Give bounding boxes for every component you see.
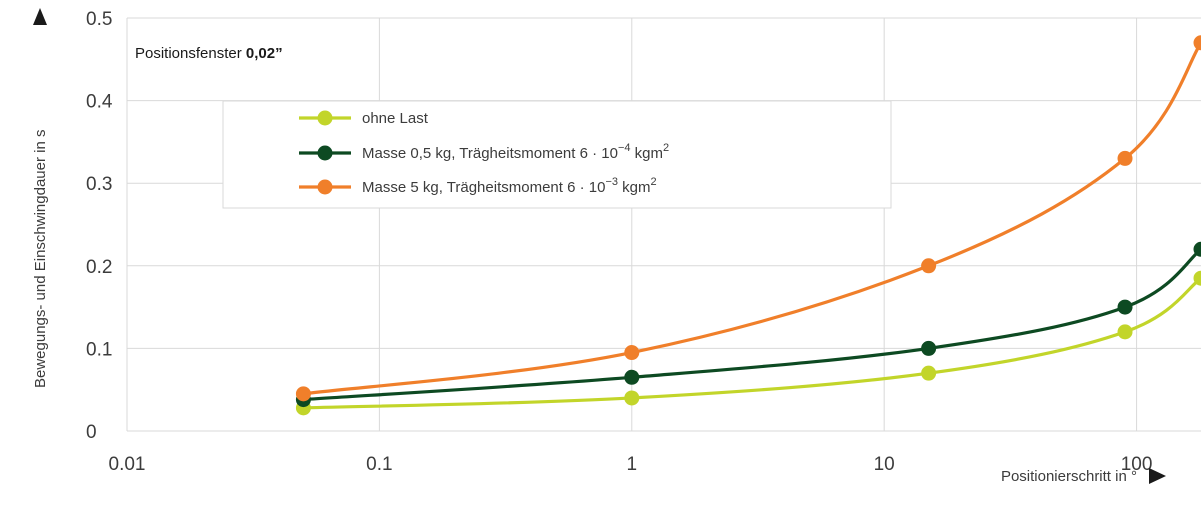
series-1-point-3 xyxy=(1117,299,1133,315)
series-0-point-3 xyxy=(1117,324,1133,340)
legend-marker-2 xyxy=(317,179,333,195)
legend-entry-2: Masse 5 kg, Trägheitsmoment 6 · 10−3 kgm… xyxy=(362,176,657,196)
series-2-point-4 xyxy=(1193,35,1201,51)
y-tick-label: 0.4 xyxy=(86,92,113,113)
x-axis-label: Positionierschritt in ° xyxy=(1001,468,1137,485)
x-tick-label: 1 xyxy=(626,454,637,475)
series-1-point-4 xyxy=(1193,241,1201,257)
y-axis-title: Bewegungs- und Einschwingdauer in s xyxy=(32,8,49,388)
legend-entry-0: ohne Last xyxy=(362,110,429,127)
annotation-value: 0,02” xyxy=(246,45,283,62)
x-axis-arrow-icon xyxy=(1149,468,1166,484)
x-tick-label: 0.1 xyxy=(366,454,392,475)
series-1-point-2 xyxy=(921,340,937,356)
legend-marker-0 xyxy=(317,110,333,126)
annotation: Positionsfenster 0,02” xyxy=(135,45,283,62)
legend: ohne Last Masse 0,5 kg, Trägheitsmoment 6… xyxy=(222,100,892,209)
series-2-point-0 xyxy=(295,386,311,402)
annotation-label: Positionsfenster xyxy=(135,45,246,62)
y-tick-label: 0.5 xyxy=(86,9,112,30)
grid xyxy=(126,17,1201,432)
series-2-point-3 xyxy=(1117,150,1133,166)
y-axis-label: Bewegungs- und Einschwingdauer in s xyxy=(32,130,49,389)
legend-marker-1 xyxy=(317,145,333,161)
y-tick-labels: 0 0.1 0.2 0.3 0.4 0.5 xyxy=(86,9,113,443)
series-0-point-4 xyxy=(1193,270,1201,286)
x-tick-label: 0.01 xyxy=(109,454,146,475)
series-2-point-2 xyxy=(921,258,937,274)
series-layer xyxy=(295,35,1201,416)
series-line-0 xyxy=(301,276,1201,410)
y-axis-arrow-icon xyxy=(33,8,47,25)
y-tick-label: 0.3 xyxy=(86,174,112,195)
legend-entry-1: Masse 0,5 kg, Trägheitsmoment 6 · 10−4 k… xyxy=(362,142,669,162)
series-1-point-1 xyxy=(624,369,640,385)
y-tick-label: 0 xyxy=(86,422,97,443)
x-tick-label: 10 xyxy=(874,454,895,475)
series-0-point-1 xyxy=(624,390,640,406)
series-0-point-2 xyxy=(921,365,937,381)
y-tick-label: 0.2 xyxy=(86,257,112,278)
y-tick-label: 0.1 xyxy=(86,339,112,360)
x-tick-label: 100 xyxy=(1121,454,1153,475)
series-2-point-1 xyxy=(624,345,640,361)
series-line-2 xyxy=(301,41,1201,396)
x-axis-title: Positionierschritt in ° xyxy=(1001,468,1166,485)
x-tick-labels: 0.01 0.1 1 10 100 xyxy=(109,454,1153,475)
